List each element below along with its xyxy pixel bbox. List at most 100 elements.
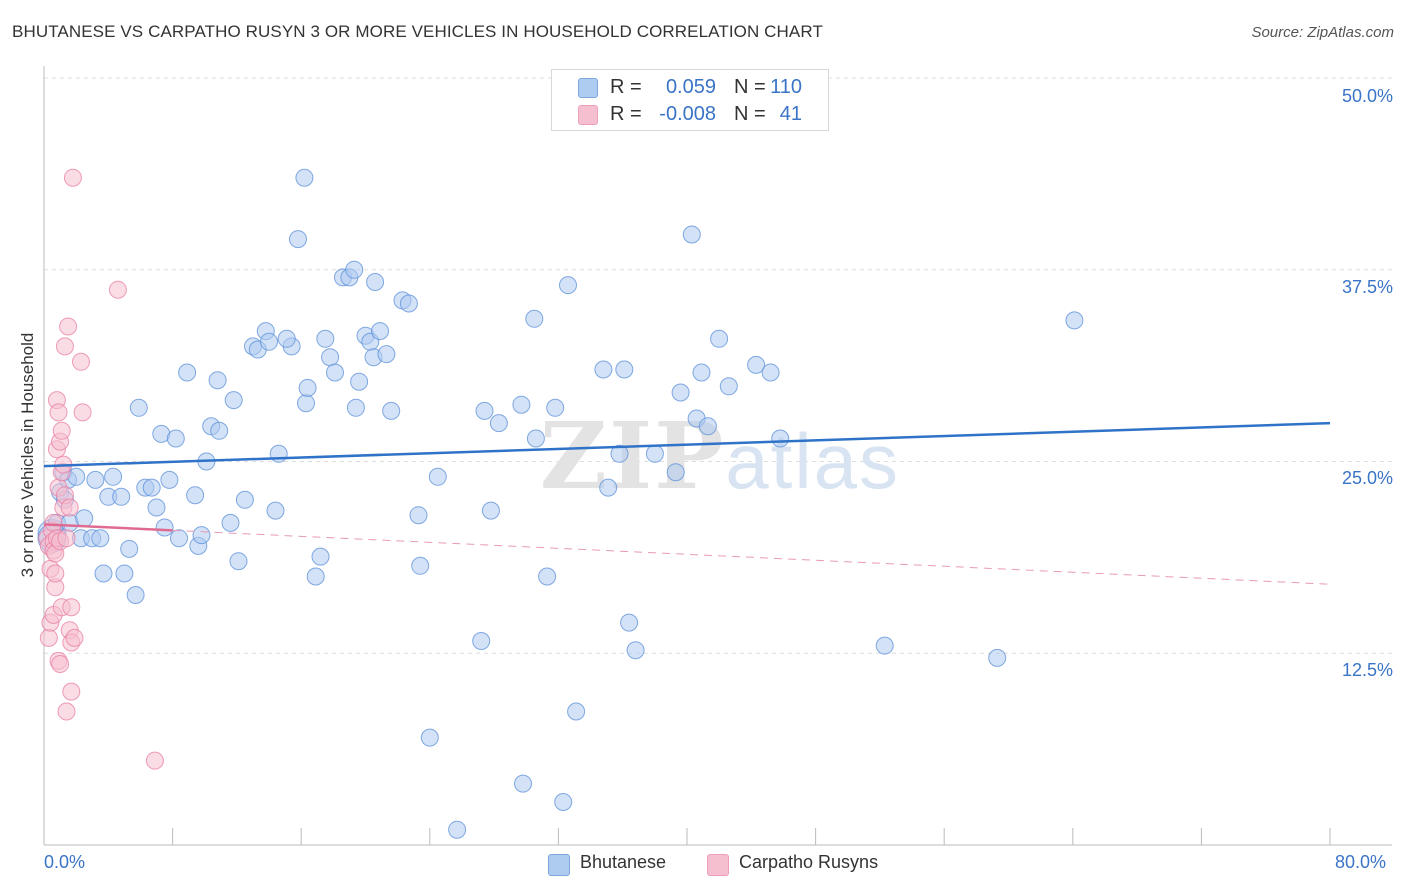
bhutanese-point bbox=[366, 273, 385, 291]
bhutanese-point bbox=[235, 490, 254, 509]
bhutanese-point bbox=[448, 820, 467, 839]
bhutanese-point bbox=[160, 470, 179, 489]
bhutanese-point bbox=[350, 372, 369, 391]
bhutanese-point bbox=[666, 463, 685, 482]
bhutanese-point bbox=[554, 793, 573, 811]
bhutanese-point bbox=[382, 401, 401, 420]
carpatho-rusyns-point bbox=[63, 168, 82, 187]
bhutanese-point bbox=[988, 648, 1007, 667]
bhutanese-point bbox=[147, 498, 166, 517]
bhutanese-point bbox=[546, 398, 565, 417]
carpatho-rusyns-point bbox=[49, 403, 68, 422]
carpatho-rusyns-point bbox=[51, 655, 70, 673]
carpatho-rusyns-point bbox=[72, 352, 90, 371]
n-label: N = bbox=[734, 76, 766, 98]
bhutanese-point bbox=[104, 467, 123, 486]
r-label: R = bbox=[610, 103, 642, 125]
bhutanese-point bbox=[155, 518, 174, 537]
y-tick-label: 37.5% bbox=[1341, 277, 1393, 297]
bhutanese-point bbox=[514, 774, 532, 793]
bhutanese-point bbox=[269, 444, 288, 463]
legend-label: Carpatho Rusyns bbox=[739, 852, 879, 872]
stats-row-bhutanese: R = 0.059 N = 110 bbox=[552, 74, 828, 100]
bhutanese-point bbox=[594, 360, 613, 379]
bhutanese-point bbox=[559, 276, 577, 295]
bhutanese-swatch bbox=[578, 78, 598, 98]
bhutanese-point bbox=[229, 552, 248, 571]
bhutanese-point bbox=[75, 509, 94, 528]
bhutanese-point bbox=[409, 506, 428, 525]
r-value: -0.008 bbox=[659, 103, 716, 125]
bhutanese-point bbox=[1065, 311, 1084, 330]
bhutanese-point bbox=[166, 429, 185, 448]
bhutanese-point bbox=[377, 345, 396, 364]
carpatho-rusyns-trend-solid bbox=[43, 523, 173, 532]
source-label: Source: ZipAtlas.com bbox=[1251, 24, 1394, 41]
bhutanese-point bbox=[86, 470, 105, 489]
carpatho-rusyns-point bbox=[60, 498, 79, 517]
r-value: 0.059 bbox=[665, 76, 716, 98]
bhutanese-point bbox=[525, 309, 544, 328]
bhutanese-point bbox=[266, 501, 285, 520]
bhutanese-point bbox=[428, 467, 447, 486]
bhutanese-point bbox=[599, 478, 618, 497]
bhutanese-point bbox=[221, 513, 240, 532]
x-max-label: 80.0% bbox=[1335, 852, 1387, 872]
bhutanese-point bbox=[526, 429, 545, 448]
bhutanese-point bbox=[399, 294, 418, 313]
bhutanese-point bbox=[142, 478, 161, 497]
bhutanese-point bbox=[126, 586, 145, 604]
bhutanese-point bbox=[306, 567, 325, 586]
carpatho-rusyns-point bbox=[73, 403, 92, 422]
bhutanese-point bbox=[192, 526, 211, 545]
bhutanese-point bbox=[671, 383, 690, 402]
bhutanese-point bbox=[710, 329, 729, 348]
bhutanese-point bbox=[277, 329, 296, 348]
stats-legend: R = 0.059 N = 110 R = -0.008 N = 41 bbox=[551, 69, 829, 131]
bhutanese-point bbox=[224, 391, 243, 410]
bhutanese-point bbox=[692, 363, 711, 382]
y-tick-label: 12.5% bbox=[1341, 660, 1393, 680]
bhutanese-point bbox=[472, 632, 491, 650]
y-axis-label: 3 or more Vehicles in Household bbox=[18, 332, 37, 578]
bhutanese-point bbox=[115, 564, 134, 583]
carpatho-rusyns-point bbox=[44, 513, 63, 532]
carpatho-rusyns-point bbox=[59, 317, 78, 336]
carpatho-rusyns-point bbox=[62, 598, 81, 617]
bhutanese-point bbox=[771, 429, 790, 448]
bhutanese-point bbox=[260, 332, 278, 351]
bhutanese-trend-line bbox=[43, 421, 1331, 468]
bhutanese-point bbox=[371, 322, 389, 341]
bhutanese-point bbox=[420, 728, 439, 747]
bhutanese-point bbox=[489, 414, 508, 433]
bhutanese-point bbox=[747, 355, 766, 374]
bhutanese-point bbox=[875, 636, 894, 655]
carpatho-rusyns-point bbox=[57, 702, 76, 721]
bhutanese-point bbox=[295, 168, 314, 187]
bhutanese-point bbox=[626, 641, 645, 660]
scatter-points bbox=[37, 168, 1084, 839]
bhutanese-point bbox=[345, 260, 364, 279]
bhutanese-point bbox=[682, 225, 701, 244]
trend-lines bbox=[43, 421, 1331, 585]
bhutanese-point bbox=[178, 363, 197, 382]
bhutanese-point bbox=[112, 487, 131, 506]
carpatho-rusyns-point bbox=[52, 421, 71, 440]
carpatho-rusyns-swatch bbox=[578, 105, 598, 125]
carpatho-rusyns-point bbox=[65, 628, 84, 647]
bhutanese-point bbox=[321, 348, 340, 367]
bhutanese-point bbox=[567, 702, 586, 721]
bhutanese-point bbox=[411, 556, 430, 575]
bhutanese-point bbox=[91, 529, 110, 548]
bhutanese-point bbox=[346, 398, 365, 417]
grid-lines bbox=[44, 77, 1392, 654]
bhutanese-point bbox=[298, 378, 317, 397]
carpatho-rusyns-point bbox=[55, 337, 74, 356]
carpatho-rusyns-legend-swatch bbox=[707, 854, 729, 876]
bhutanese-point bbox=[210, 421, 229, 440]
bhutanese-point bbox=[538, 567, 557, 586]
bhutanese-point bbox=[289, 230, 307, 249]
bhutanese-point bbox=[761, 363, 780, 382]
bhutanese-point bbox=[610, 444, 629, 463]
